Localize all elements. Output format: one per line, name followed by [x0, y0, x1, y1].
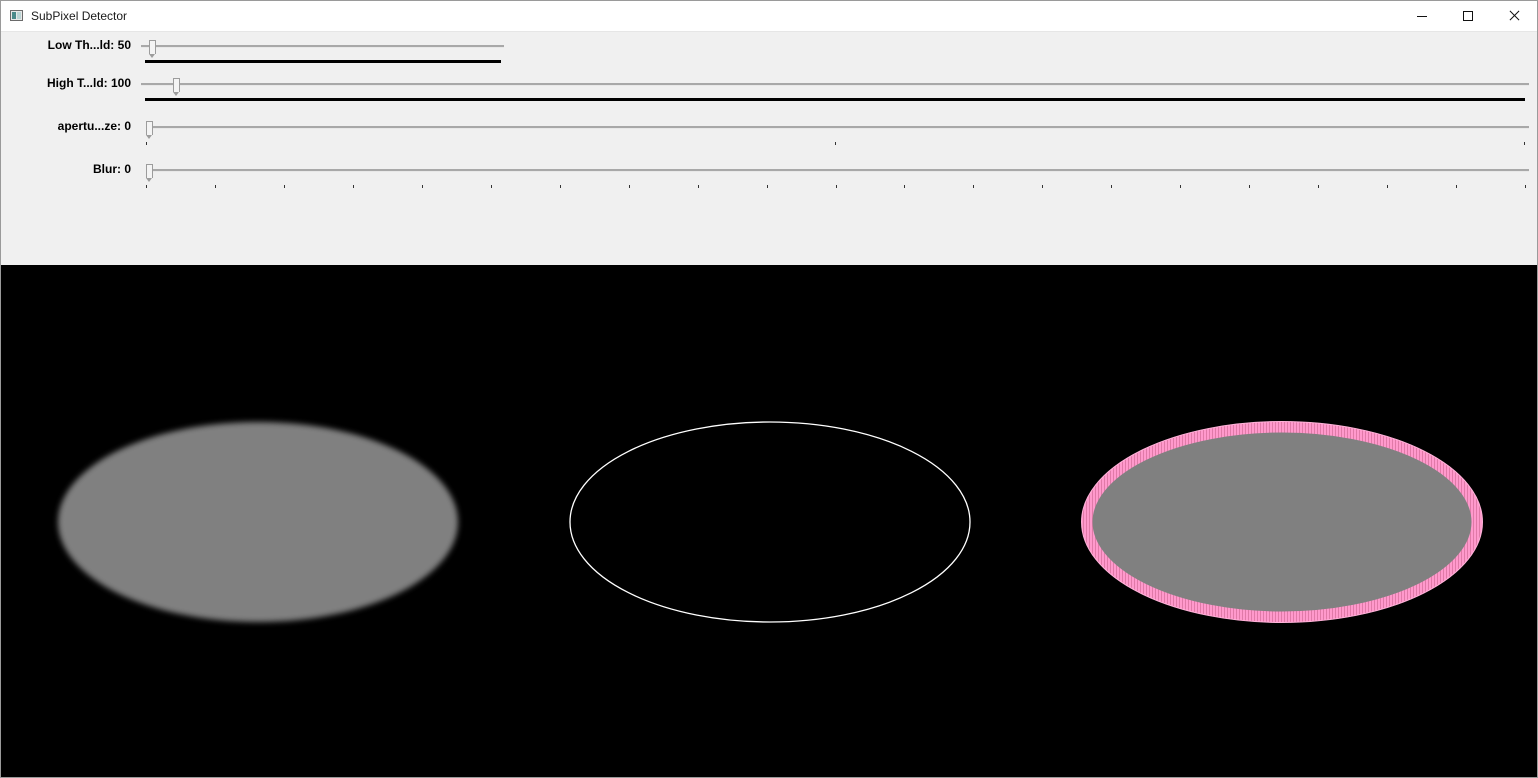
trackbar-low-threshold: Low Th...ld: 50 [1, 36, 1537, 76]
trackbar-label-low-threshold: Low Th...ld: 50 [47, 38, 131, 52]
trackbar-thumb-aperture-size[interactable] [146, 121, 153, 139]
trackbar-thumb-high-threshold[interactable] [173, 78, 180, 96]
trackbar-tick [1525, 185, 1526, 188]
trackbar-tick [1456, 185, 1458, 188]
trackbar-tick [1249, 185, 1251, 188]
subpixel-edge-ring [1081, 421, 1483, 623]
trackbar-tick [146, 185, 147, 188]
trackbar-tick [835, 142, 836, 145]
trackbar-tick [904, 185, 906, 188]
trackbar-aperture-size: apertu...ze: 0 [1, 118, 1537, 158]
trackbar-track-high-threshold[interactable] [141, 83, 1529, 86]
trackbar-tick [1318, 185, 1320, 188]
trackbar-tick [1524, 142, 1525, 145]
trackbar-tick [146, 142, 147, 145]
trackbar-label-aperture-size: apertu...ze: 0 [57, 119, 131, 133]
close-button[interactable] [1491, 1, 1537, 31]
image-display [1, 265, 1537, 777]
trackbar-tick [1387, 185, 1389, 188]
trackbar-tick [697, 185, 699, 188]
trackbar-value-bar-high-threshold [145, 98, 1525, 101]
trackbar-tick [421, 185, 423, 188]
trackbar-track-aperture-size[interactable] [146, 126, 1529, 129]
trackbar-thumb-low-threshold[interactable] [149, 40, 156, 58]
trackbar-tick [559, 185, 561, 188]
trackbar-label-high-threshold: High T...ld: 100 [46, 76, 131, 90]
subpixel-edge-outline [1081, 421, 1483, 623]
trackbar-label-blur: Blur: 0 [92, 162, 131, 176]
minimize-icon [1417, 16, 1427, 17]
trackbar-panel: Low Th...ld: 50 High T...ld: 100 apertu.… [1, 32, 1537, 265]
trackbar-track-low-threshold[interactable] [141, 45, 504, 48]
title-bar[interactable]: SubPixel Detector [1, 1, 1537, 32]
trackbar-tick [1042, 185, 1044, 188]
trackbar-tick [352, 185, 354, 188]
trackbar-tick [490, 185, 492, 188]
window-title: SubPixel Detector [31, 9, 128, 23]
maximize-icon [1463, 11, 1473, 21]
trackbar-tick [283, 185, 285, 188]
image-canvas [58, 421, 1483, 623]
trackbar-tick [1111, 185, 1113, 188]
edge-contour-ellipse [569, 421, 971, 623]
trackbar-value-bar-low-threshold [145, 60, 501, 63]
trackbar-track-blur[interactable] [146, 169, 1529, 172]
minimize-button[interactable] [1399, 1, 1445, 31]
app-window-icon [10, 10, 23, 21]
trackbar-high-threshold: High T...ld: 100 [1, 74, 1537, 114]
overlay-fill-ellipse [1082, 422, 1482, 622]
trackbar-blur: Blur: 0 [1, 161, 1537, 201]
trackbar-thumb-blur[interactable] [146, 164, 153, 182]
trackbar-tick [973, 185, 975, 188]
maximize-button[interactable] [1445, 1, 1491, 31]
trackbar-tick [835, 185, 837, 188]
trackbar-tick [1180, 185, 1182, 188]
trackbar-tick [628, 185, 630, 188]
trackbar-tick [766, 185, 768, 188]
blurred-ellipse [58, 422, 458, 622]
trackbar-tick [214, 185, 216, 188]
